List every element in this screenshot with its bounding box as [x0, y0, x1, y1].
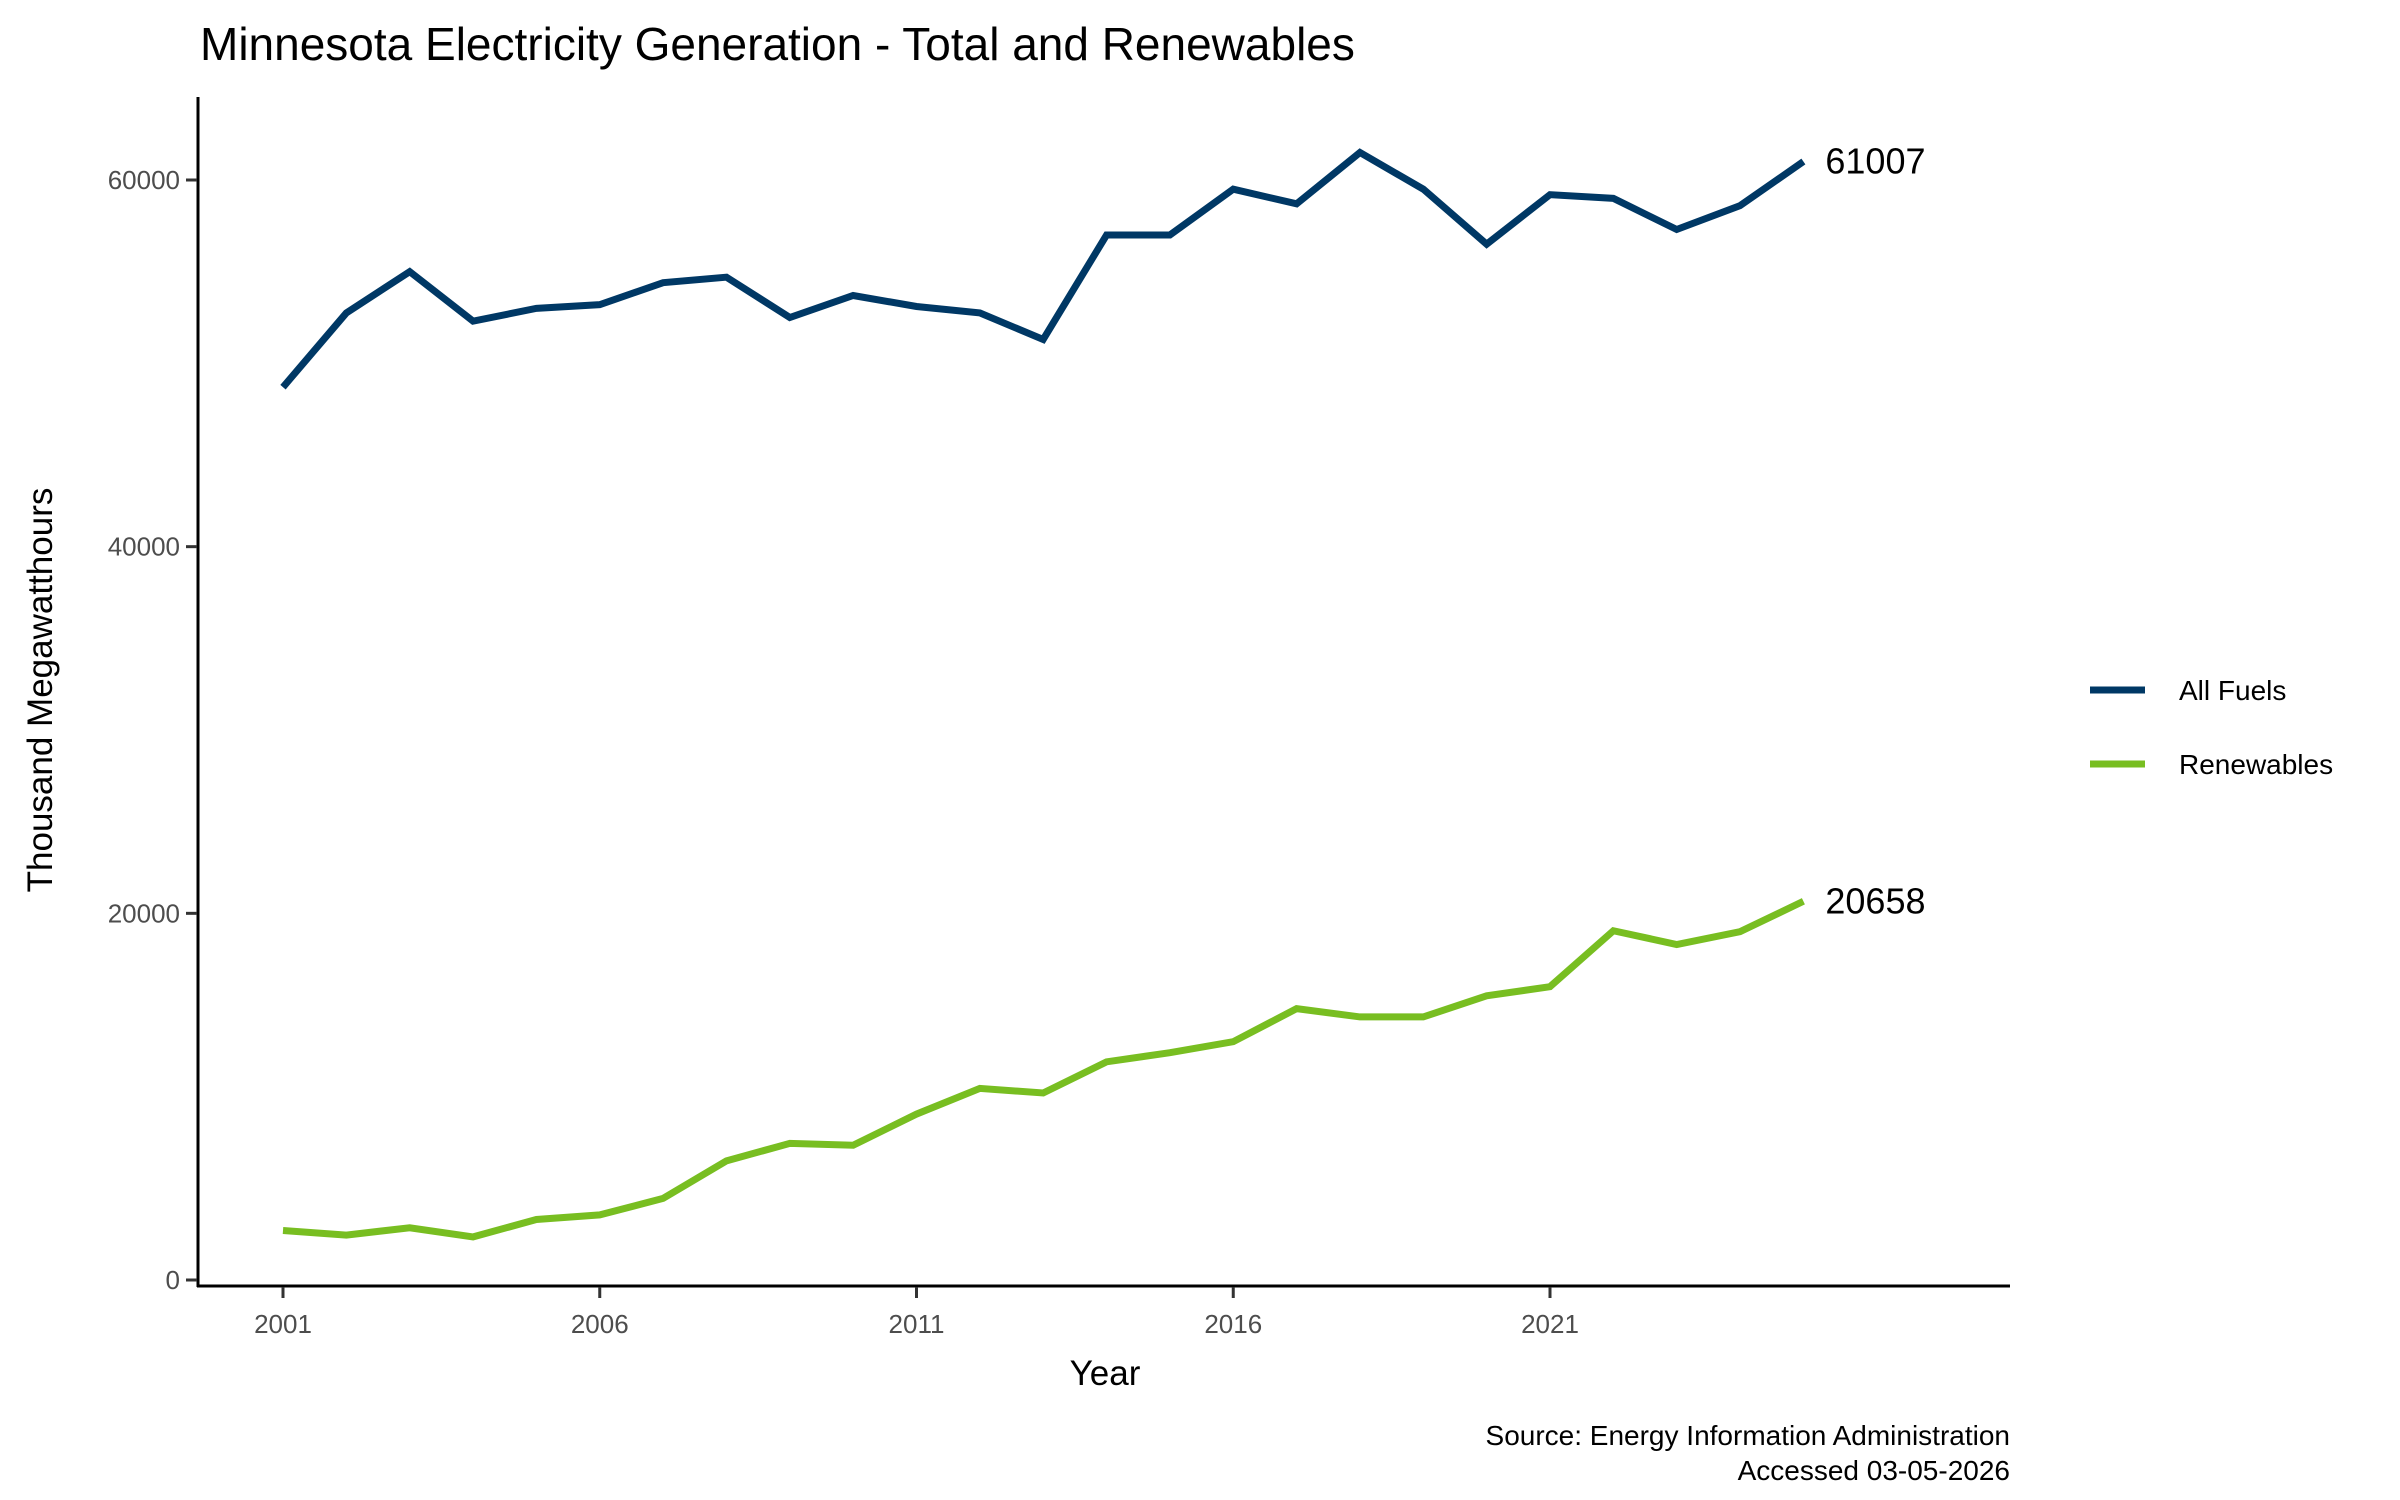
legend-label-all-fuels: All Fuels: [2179, 675, 2286, 706]
y-tick-label: 0: [166, 1265, 180, 1295]
y-tick-label: 40000: [108, 532, 180, 562]
x-tick-label: 2011: [889, 1309, 945, 1339]
x-ticks: 2001 2006 2011 2016 2021: [254, 1287, 1579, 1339]
series-line-renewables: [282, 898, 1805, 1241]
caption-source: Source: Energy Information Administratio…: [1486, 1420, 2010, 1451]
x-tick-label: 2021: [1521, 1309, 1579, 1339]
series-line-all-fuels: [280, 148, 1806, 390]
end-label-renewables: 20658: [1825, 880, 1925, 921]
chart-title: Minnesota Electricity Generation - Total…: [200, 18, 1355, 70]
x-axis-title: Year: [1070, 1354, 1141, 1393]
x-tick-label: 2001: [254, 1309, 312, 1339]
end-label-all-fuels: 61007: [1825, 141, 1925, 182]
y-tick-label: 60000: [108, 165, 180, 195]
legend: All Fuels Renewables: [2090, 675, 2333, 780]
y-ticks: 0 20000 40000 60000: [108, 165, 197, 1295]
x-tick-label: 2016: [1204, 1309, 1262, 1339]
plot-area: 61007 20658: [280, 141, 1926, 1241]
x-tick-label: 2006: [571, 1309, 629, 1339]
y-tick-label: 20000: [108, 898, 180, 928]
caption-accessed: Accessed 03-05-2026: [1738, 1455, 2010, 1486]
y-axis-title: Thousand Megawatthours: [21, 488, 60, 893]
legend-label-renewables: Renewables: [2179, 749, 2333, 780]
